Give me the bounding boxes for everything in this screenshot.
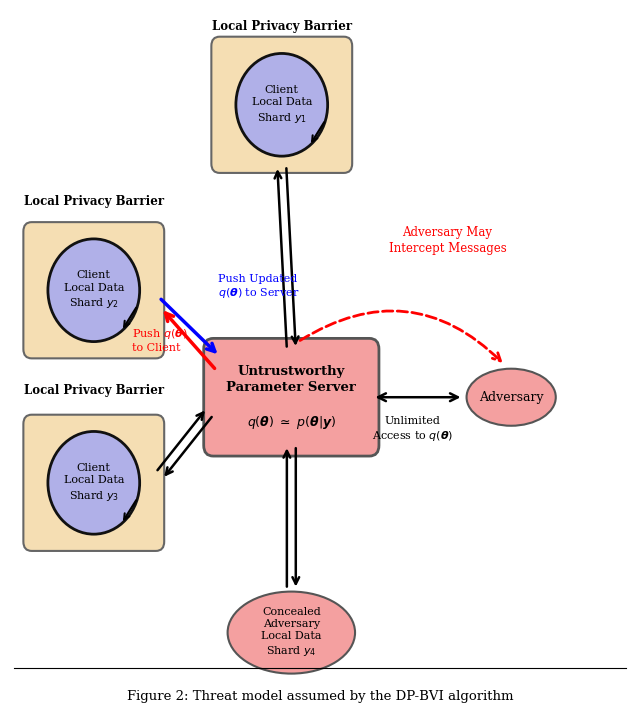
Ellipse shape [228,591,355,674]
Text: Figure 2: Threat model assumed by the DP-BVI algorithm: Figure 2: Threat model assumed by the DP… [127,690,513,703]
Text: Adversary May
Intercept Messages: Adversary May Intercept Messages [388,226,506,255]
Text: Untrustworthy
Parameter Server: Untrustworthy Parameter Server [227,365,356,394]
Circle shape [48,432,140,534]
Circle shape [48,239,140,342]
Text: Adversary: Adversary [479,391,543,404]
Text: Local Privacy Barrier: Local Privacy Barrier [24,195,164,208]
FancyBboxPatch shape [24,415,164,551]
FancyBboxPatch shape [204,339,379,456]
Text: Local Privacy Barrier: Local Privacy Barrier [24,384,164,397]
Text: Push $q(\boldsymbol{\theta})$
to Client: Push $q(\boldsymbol{\theta})$ to Client [132,327,188,353]
Text: Concealed
Adversary
Local Data
Shard $y_4$: Concealed Adversary Local Data Shard $y_… [261,606,321,659]
Circle shape [236,54,328,156]
Text: $q(\boldsymbol{\theta})\ \simeq\ p(\boldsymbol{\theta}|\boldsymbol{y})$: $q(\boldsymbol{\theta})\ \simeq\ p(\bold… [246,414,336,431]
Ellipse shape [467,369,556,426]
Text: Client
Local Data
Shard $y_2$: Client Local Data Shard $y_2$ [63,270,124,311]
Text: Local Privacy Barrier: Local Privacy Barrier [212,20,352,33]
FancyBboxPatch shape [211,37,352,173]
Text: Client
Local Data
Shard $y_3$: Client Local Data Shard $y_3$ [63,463,124,503]
Text: Client
Local Data
Shard $y_1$: Client Local Data Shard $y_1$ [252,84,312,125]
Text: Push Updated
$q(\boldsymbol{\theta})$ to Server: Push Updated $q(\boldsymbol{\theta})$ to… [218,274,300,300]
Text: Unlimited
Access to $q(\boldsymbol{\theta})$: Unlimited Access to $q(\boldsymbol{\thet… [372,416,453,442]
FancyBboxPatch shape [24,222,164,358]
